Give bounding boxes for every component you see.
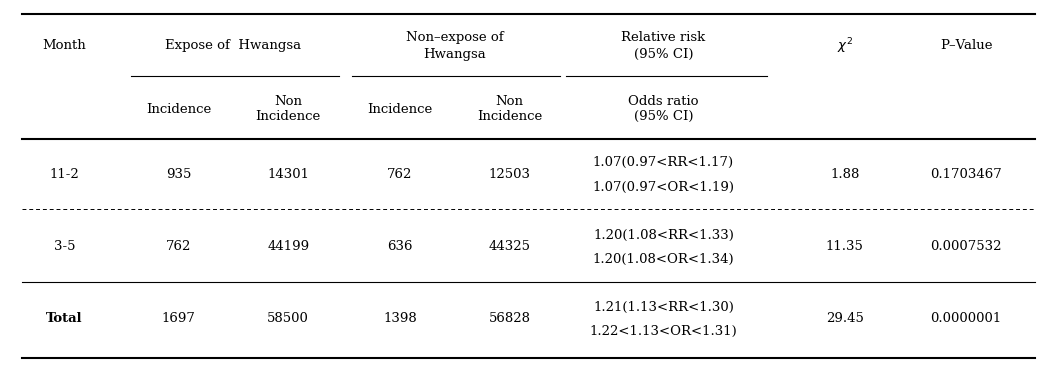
Text: 1.20(1.08<OR<1.34): 1.20(1.08<OR<1.34) bbox=[593, 253, 735, 266]
Text: Non–expose of
Hwangsa: Non–expose of Hwangsa bbox=[406, 31, 503, 61]
Text: 1.22<1.13<OR<1.31): 1.22<1.13<OR<1.31) bbox=[590, 325, 738, 338]
Text: 58500: 58500 bbox=[267, 312, 309, 325]
Text: Incidence: Incidence bbox=[146, 102, 211, 116]
Text: P–Value: P–Value bbox=[940, 39, 993, 52]
Text: 29.45: 29.45 bbox=[826, 312, 864, 325]
Text: 3-5: 3-5 bbox=[54, 240, 75, 253]
Text: 11.35: 11.35 bbox=[826, 240, 864, 253]
Text: 1.20(1.08<RR<1.33): 1.20(1.08<RR<1.33) bbox=[593, 229, 734, 242]
Text: Expose of  Hwangsa: Expose of Hwangsa bbox=[165, 39, 301, 52]
Text: 1398: 1398 bbox=[383, 312, 416, 325]
Text: 1.88: 1.88 bbox=[830, 168, 859, 181]
Text: Non
Incidence: Non Incidence bbox=[477, 95, 542, 123]
Text: Odds ratio
(95% CI): Odds ratio (95% CI) bbox=[628, 95, 699, 123]
Text: 11-2: 11-2 bbox=[50, 168, 79, 181]
Text: $\chi^2$: $\chi^2$ bbox=[837, 36, 853, 56]
Text: 1.07(0.97<OR<1.19): 1.07(0.97<OR<1.19) bbox=[592, 181, 735, 193]
Text: 44199: 44199 bbox=[267, 240, 310, 253]
Text: 1697: 1697 bbox=[162, 312, 196, 325]
Text: Total: Total bbox=[47, 312, 82, 325]
Text: 14301: 14301 bbox=[267, 168, 309, 181]
Text: 935: 935 bbox=[166, 168, 191, 181]
Text: Month: Month bbox=[42, 39, 87, 52]
Text: 1.21(1.13<RR<1.30): 1.21(1.13<RR<1.30) bbox=[593, 301, 734, 314]
Text: 0.0007532: 0.0007532 bbox=[930, 240, 1002, 253]
Text: 762: 762 bbox=[387, 168, 412, 181]
Text: 1.07(0.97<RR<1.17): 1.07(0.97<RR<1.17) bbox=[593, 156, 734, 169]
Text: 762: 762 bbox=[166, 240, 191, 253]
Text: Relative risk
(95% CI): Relative risk (95% CI) bbox=[622, 31, 706, 61]
Text: 0.1703467: 0.1703467 bbox=[930, 168, 1002, 181]
Text: 636: 636 bbox=[387, 240, 412, 253]
Text: 44325: 44325 bbox=[488, 240, 531, 253]
Text: Non
Incidence: Non Incidence bbox=[256, 95, 320, 123]
Text: 56828: 56828 bbox=[488, 312, 531, 325]
Text: 12503: 12503 bbox=[488, 168, 531, 181]
Text: Incidence: Incidence bbox=[367, 102, 432, 116]
Text: 0.0000001: 0.0000001 bbox=[930, 312, 1002, 325]
